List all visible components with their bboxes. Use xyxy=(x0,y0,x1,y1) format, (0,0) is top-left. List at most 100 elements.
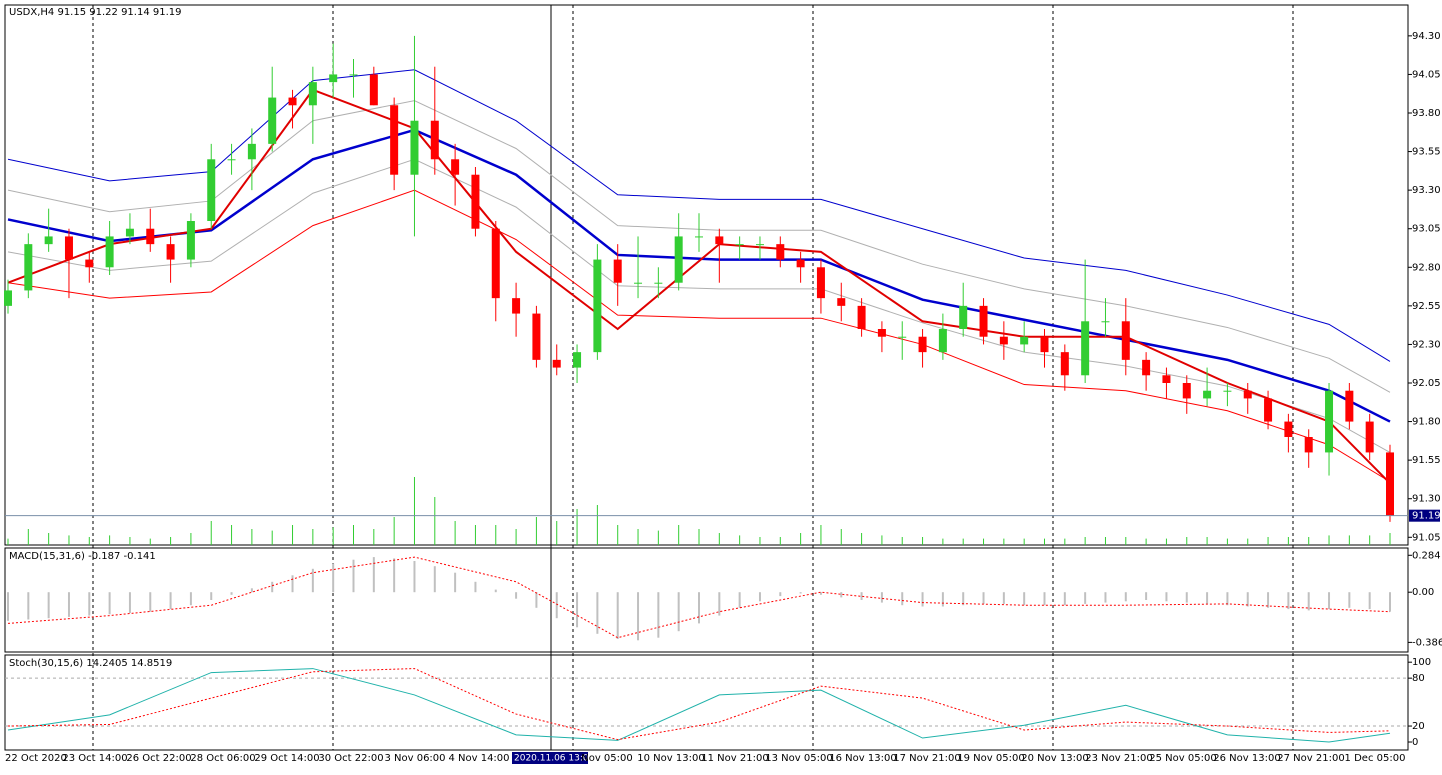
y-tick-label: 91.55 xyxy=(1412,455,1441,466)
candle-body xyxy=(1142,359,1151,376)
indicator-line xyxy=(7,69,1391,362)
candle-body xyxy=(1365,421,1374,453)
x-tick-label: 23 Oct 14:00 xyxy=(62,753,127,764)
candle-body xyxy=(1203,390,1212,399)
x-tick-label: Nov 05:00 xyxy=(581,753,633,764)
x-tick-label: 26 Oct 22:00 xyxy=(126,753,191,764)
candle-body xyxy=(695,236,703,238)
candle-body xyxy=(776,244,785,260)
y-tick-label: 92.80 xyxy=(1412,262,1441,273)
candle-body xyxy=(999,336,1008,345)
candle-body xyxy=(207,159,216,221)
x-tick-label: 16 Nov 13:00 xyxy=(829,753,896,764)
x-tick-label: 30 Oct 22:00 xyxy=(318,753,383,764)
last-price-label: 91.19 xyxy=(1412,511,1441,522)
candle-body xyxy=(654,282,663,284)
y-tick-label: 92.55 xyxy=(1412,301,1441,312)
candle-body xyxy=(24,244,33,291)
candle-body xyxy=(674,236,683,283)
y-tick-label: 0 xyxy=(1412,737,1418,748)
y-tick-label: 93.55 xyxy=(1412,147,1441,158)
candle-body xyxy=(837,298,846,306)
y-tick-label: 94.30 xyxy=(1412,31,1441,42)
candle-body xyxy=(64,236,73,260)
candle-body xyxy=(491,228,500,299)
crosshair-tag xyxy=(512,752,588,764)
main-title: USDX,H4 91.15 91.22 91.14 91.19 xyxy=(9,7,182,18)
y-tick-label: 0.00 xyxy=(1412,587,1434,598)
candle-body xyxy=(186,221,195,260)
x-tick-label: 25 Nov 05:00 xyxy=(1149,753,1216,764)
indicator-line xyxy=(7,189,1391,483)
candle-body xyxy=(573,352,582,368)
x-tick-label: 19 Nov 05:00 xyxy=(957,753,1024,764)
x-tick-label: 3 Nov 06:00 xyxy=(384,753,445,764)
candle-body xyxy=(1345,390,1354,422)
candle-body xyxy=(1101,321,1110,323)
stoch-signal xyxy=(7,668,1391,741)
candle-body xyxy=(85,259,94,268)
candle-body xyxy=(410,120,419,175)
y-tick-label: 100 xyxy=(1412,657,1431,668)
main-panel xyxy=(4,4,1409,546)
y-tick-label: 80 xyxy=(1412,673,1425,684)
candle-body xyxy=(877,329,886,337)
candle-body xyxy=(1020,336,1029,345)
candle-body xyxy=(1284,421,1293,437)
candle-body xyxy=(796,259,805,268)
macd-title: MACD(15,31,6) -0.187 -0.141 xyxy=(9,551,156,562)
y-tick-label: 93.30 xyxy=(1412,185,1441,196)
candle-body xyxy=(918,336,927,353)
candle-body xyxy=(430,120,439,160)
x-tick-label: 11 Nov 21:00 xyxy=(701,753,768,764)
stoch-main xyxy=(7,668,1391,743)
candle-body xyxy=(1223,390,1232,392)
y-tick-label: 0.284 xyxy=(1412,550,1441,561)
x-tick-label: 28 Oct 06:00 xyxy=(190,753,255,764)
candle-body xyxy=(1040,336,1049,353)
x-tick-label: 27 Nov 21:00 xyxy=(1277,753,1344,764)
candle-body xyxy=(512,298,521,314)
x-tick-label: 22 Oct 2020 xyxy=(5,753,67,764)
x-tick-label: 10 Nov 13:00 xyxy=(637,753,704,764)
candle-body xyxy=(227,159,236,161)
candle-body xyxy=(369,74,378,106)
candle-body xyxy=(1264,398,1273,422)
candle-body xyxy=(613,259,622,283)
candle-body xyxy=(125,228,134,237)
candle-body xyxy=(715,236,724,245)
y-tick-label: 94.05 xyxy=(1412,69,1441,80)
candle-body xyxy=(4,290,12,306)
candle-body xyxy=(857,305,866,329)
y-tick-label: 93.80 xyxy=(1412,108,1441,119)
candle-body xyxy=(1386,452,1394,516)
y-tick-label: 91.80 xyxy=(1412,417,1441,428)
y-tick-label: 92.05 xyxy=(1412,378,1441,389)
separators xyxy=(92,5,1294,750)
x-tick-label: 13 Nov 05:00 xyxy=(765,753,832,764)
x-tick-label: 26 Nov 13:00 xyxy=(1213,753,1280,764)
stoch-panel xyxy=(4,654,1409,751)
candle-body xyxy=(1162,375,1171,383)
candle-body xyxy=(349,74,358,76)
candle-body xyxy=(166,244,175,260)
last-price-tag xyxy=(1409,509,1440,522)
candle-body xyxy=(735,244,744,246)
y-tick-label: 91.30 xyxy=(1412,494,1441,505)
candle-body xyxy=(451,159,460,175)
x-tick-label: 29 Oct 14:00 xyxy=(254,753,319,764)
y-tick-label: 91.05 xyxy=(1412,532,1441,543)
candle-body xyxy=(1304,437,1313,453)
candle-body xyxy=(755,244,764,246)
candle-body xyxy=(471,174,480,229)
candle-body xyxy=(532,313,541,360)
macd-panel xyxy=(4,547,1409,653)
candle-body xyxy=(593,259,602,353)
x-tick-label: 23 Nov 21:00 xyxy=(1085,753,1152,764)
x-tick-label: 17 Nov 21:00 xyxy=(893,753,960,764)
candle-body xyxy=(552,359,561,368)
candle-body xyxy=(44,236,53,245)
candle-body xyxy=(1060,352,1069,376)
y-tick-label: 93.05 xyxy=(1412,224,1441,235)
crosshair-label: 2020.11.06 13:00 xyxy=(514,754,595,764)
